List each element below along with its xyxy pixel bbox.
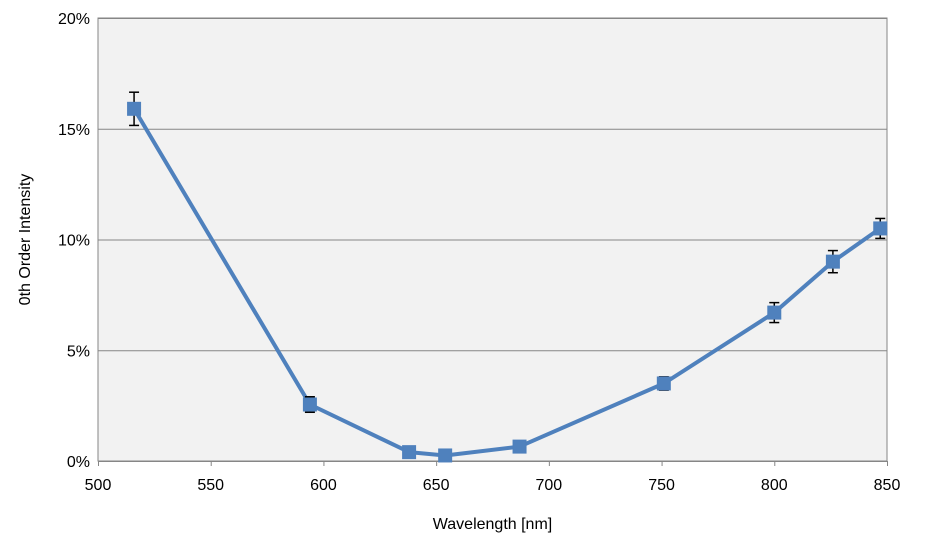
x-tick-label: 700	[536, 477, 563, 494]
x-tick-label: 650	[423, 477, 450, 494]
y-tick-label: 0%	[67, 454, 90, 471]
y-axis-title: 0th Order Intensity	[17, 174, 34, 306]
data-point	[767, 305, 782, 320]
y-tick-label: 10%	[58, 233, 90, 250]
data-point	[402, 445, 417, 460]
data-point	[302, 397, 317, 412]
x-axis-title: Wavelength [nm]	[433, 516, 552, 533]
x-tick-labels: 500 550 600 650 700 750 800 850	[85, 461, 901, 494]
y-tick-label: 5%	[67, 343, 90, 360]
x-tick-label: 750	[648, 477, 675, 494]
data-series	[127, 91, 888, 463]
data-point	[512, 439, 527, 454]
x-tick-label: 500	[85, 477, 112, 494]
x-tick-label: 600	[310, 477, 337, 494]
x-tick-label: 550	[197, 477, 224, 494]
y-tick-labels: 0% 5% 10% 15% 20%	[58, 11, 90, 471]
data-point	[825, 254, 840, 269]
x-tick-label: 800	[761, 477, 788, 494]
data-point	[127, 101, 142, 116]
data-point	[438, 448, 453, 463]
data-point	[656, 376, 671, 391]
gridlines	[98, 18, 887, 462]
y-tick-label: 15%	[58, 122, 90, 139]
y-tick-label: 20%	[58, 11, 90, 28]
data-point	[873, 221, 888, 236]
x-tick-label: 850	[874, 477, 901, 494]
